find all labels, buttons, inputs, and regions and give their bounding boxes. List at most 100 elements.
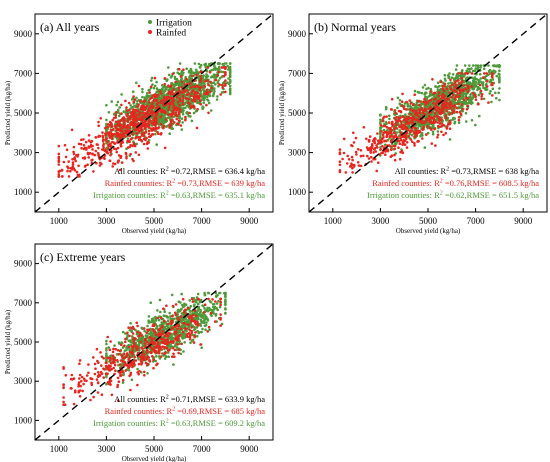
rainfed-point bbox=[439, 122, 442, 125]
irrigation-point bbox=[431, 123, 435, 127]
irrigation-point bbox=[121, 330, 125, 334]
rainfed-point bbox=[127, 101, 131, 105]
rainfed-point bbox=[379, 148, 383, 151]
irrigation-point bbox=[135, 81, 138, 85]
irrigation-point bbox=[189, 341, 192, 345]
rainfed-point bbox=[375, 144, 378, 147]
irrigation-point bbox=[190, 71, 193, 75]
rainfed-point bbox=[188, 111, 191, 115]
panel-title: (a) All years bbox=[40, 20, 100, 34]
rainfed-point bbox=[173, 121, 176, 124]
irrigation-point bbox=[488, 92, 492, 95]
rainfed-point bbox=[147, 129, 151, 133]
rainfed-point bbox=[184, 118, 187, 122]
x-tick-label: 3000 bbox=[371, 216, 390, 226]
irrigation-point bbox=[208, 328, 211, 332]
rainfed-point bbox=[132, 95, 135, 98]
irrigation-point bbox=[220, 70, 223, 73]
irrigation-point bbox=[141, 95, 144, 99]
rainfed-point bbox=[414, 118, 418, 122]
rainfed-point bbox=[436, 115, 440, 119]
irrigation-point bbox=[167, 355, 170, 359]
irrigation-point bbox=[118, 106, 121, 109]
irrigation-point bbox=[217, 299, 220, 303]
rainfed-point bbox=[115, 150, 118, 154]
rainfed-point bbox=[203, 85, 206, 88]
irrigation-point bbox=[214, 76, 217, 80]
rainfed-point bbox=[149, 85, 153, 88]
rainfed-point bbox=[401, 135, 405, 139]
irrigation-point bbox=[105, 352, 108, 355]
irrigation-point bbox=[425, 87, 428, 91]
rainfed-point bbox=[456, 95, 459, 98]
irrigation-point bbox=[388, 117, 391, 121]
rainfed-point bbox=[414, 109, 418, 113]
irrigation-point bbox=[129, 322, 132, 325]
rainfed-point bbox=[141, 104, 145, 107]
rainfed-point bbox=[165, 95, 169, 99]
rainfed-point bbox=[453, 96, 457, 100]
rainfed-point bbox=[141, 134, 144, 137]
rainfed-point bbox=[120, 112, 123, 115]
irrigation-point bbox=[465, 69, 469, 73]
rainfed-point bbox=[71, 158, 74, 161]
irrigation-point bbox=[155, 355, 158, 358]
irrigation-point bbox=[145, 92, 149, 95]
rainfed-point bbox=[203, 80, 207, 83]
rainfed-point bbox=[182, 68, 185, 71]
irrigation-point bbox=[117, 114, 121, 118]
irrigation-point bbox=[460, 97, 464, 100]
y-axis-label: Predicted yield (kg/ha) bbox=[4, 80, 12, 145]
rainfed-point bbox=[458, 110, 462, 114]
irrigation-point bbox=[451, 100, 455, 103]
y-tick-label: 5000 bbox=[288, 108, 307, 118]
y-tick-label: 3000 bbox=[288, 148, 307, 158]
irrigation-point bbox=[178, 62, 182, 65]
rainfed-point bbox=[485, 80, 489, 83]
rainfed-point bbox=[105, 137, 108, 141]
rainfed-point bbox=[409, 112, 412, 116]
rainfed-point bbox=[57, 173, 61, 176]
irrigation-point bbox=[196, 329, 199, 333]
rainfed-point bbox=[205, 92, 209, 96]
irrigation-point bbox=[175, 348, 178, 352]
rainfed-point bbox=[436, 124, 440, 128]
rainfed-point bbox=[448, 91, 451, 94]
rainfed-point bbox=[454, 90, 458, 93]
rainfed-point bbox=[351, 166, 354, 170]
rainfed-point bbox=[460, 76, 464, 80]
rainfed-point bbox=[107, 144, 110, 148]
rainfed-point bbox=[376, 146, 379, 149]
rainfed-point bbox=[162, 109, 166, 113]
rainfed-point bbox=[401, 127, 405, 130]
irrigation-point bbox=[192, 111, 196, 115]
rainfed-point bbox=[433, 115, 436, 118]
rainfed-point bbox=[407, 134, 411, 138]
irrigation-point bbox=[189, 67, 193, 71]
rainfed-point bbox=[350, 162, 353, 165]
irrigation-point bbox=[125, 346, 128, 350]
irrigation-point bbox=[154, 327, 158, 330]
rainfed-point bbox=[477, 102, 480, 106]
rainfed-point bbox=[145, 115, 148, 118]
irrigation-point bbox=[228, 84, 232, 88]
rainfed-point bbox=[398, 157, 402, 161]
rainfed-point bbox=[145, 104, 149, 108]
rainfed-point bbox=[198, 99, 202, 102]
irrigation-point bbox=[129, 104, 132, 107]
rainfed-point bbox=[436, 121, 440, 124]
one-to-one-line bbox=[309, 14, 547, 212]
rainfed-point bbox=[174, 106, 177, 109]
rainfed-point bbox=[107, 133, 111, 137]
rainfed-point bbox=[110, 137, 114, 141]
irrigation-point bbox=[148, 88, 151, 92]
rainfed-point bbox=[376, 132, 379, 135]
irrigation-point bbox=[155, 80, 158, 84]
rainfed-point bbox=[362, 154, 365, 158]
irrigation-point bbox=[494, 91, 497, 95]
rainfed-point bbox=[125, 131, 129, 134]
irrigation-point bbox=[105, 104, 108, 107]
irrigation-point bbox=[201, 107, 204, 110]
irrigation-point bbox=[136, 339, 139, 343]
rainfed-point bbox=[432, 101, 435, 105]
